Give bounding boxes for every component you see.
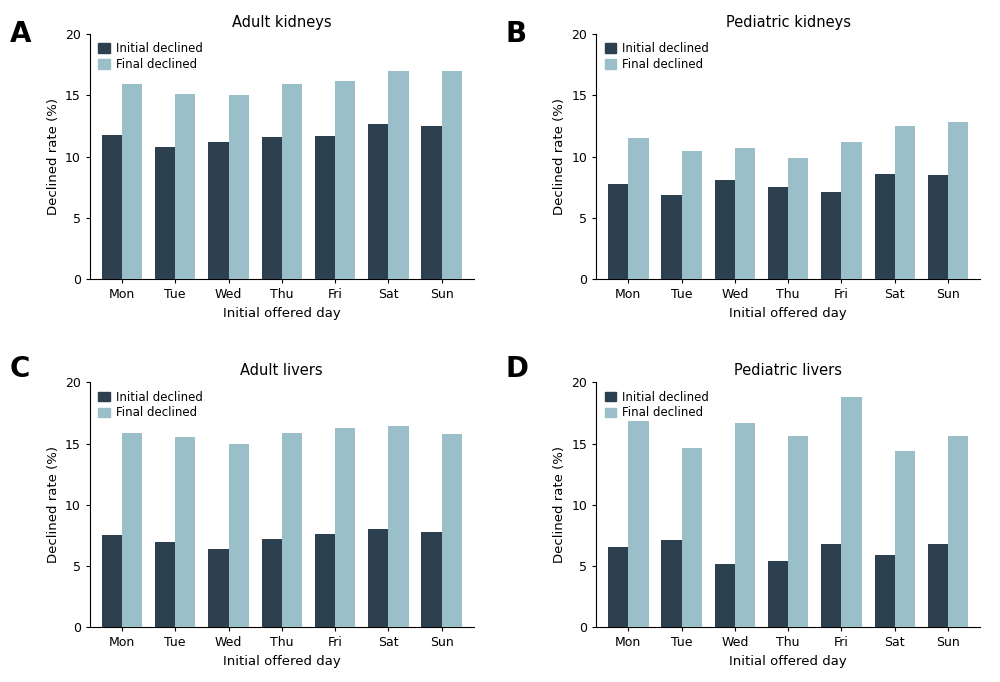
Bar [175,437,195,627]
Legend: Initial declined, Final declined: Initial declined, Final declined [96,388,205,422]
X-axis label: Initial offered day: Initial offered day [729,655,847,668]
Bar [122,432,142,627]
X-axis label: Initial offered day: Initial offered day [223,655,341,668]
X-axis label: Initial offered day: Initial offered day [223,307,341,320]
Bar [928,175,948,280]
Bar [421,532,442,627]
Text: D: D [505,355,528,383]
Bar [768,561,788,627]
Bar [421,126,442,280]
Bar [661,194,682,280]
Bar [229,95,249,280]
Y-axis label: Declined rate (%): Declined rate (%) [553,446,566,563]
Title: Adult livers: Adult livers [240,364,323,379]
Legend: Initial declined, Final declined: Initial declined, Final declined [96,40,205,74]
Bar [628,138,649,280]
Bar [895,451,915,627]
Bar [122,85,142,280]
Title: Adult kidneys: Adult kidneys [232,15,332,30]
Bar [442,71,462,280]
Bar [315,534,335,627]
Bar [155,542,175,627]
Bar [735,148,755,280]
Text: B: B [505,20,526,48]
Bar [841,397,862,627]
Bar [895,126,915,280]
Bar [175,94,195,280]
Bar [388,426,409,627]
Bar [208,549,229,627]
Bar [628,421,649,627]
Bar [262,137,282,280]
Bar [715,564,735,627]
Bar [388,71,409,280]
Legend: Initial declined, Final declined: Initial declined, Final declined [602,388,712,422]
Bar [368,123,388,280]
Bar [821,544,841,627]
Title: Pediatric kidneys: Pediatric kidneys [726,15,851,30]
Bar [315,136,335,280]
Bar [735,423,755,627]
Y-axis label: Declined rate (%): Declined rate (%) [553,98,566,216]
Bar [335,428,355,627]
Bar [875,555,895,627]
Bar [282,85,302,280]
Bar [262,539,282,627]
Bar [335,80,355,280]
Bar [661,540,682,627]
Bar [229,443,249,627]
Text: A: A [10,20,32,48]
Bar [155,147,175,280]
Bar [948,122,968,280]
Bar [102,134,122,280]
Bar [682,151,702,280]
Bar [788,158,808,280]
Bar [368,529,388,627]
X-axis label: Initial offered day: Initial offered day [729,307,847,320]
Bar [102,535,122,627]
Bar [875,174,895,280]
Bar [841,142,862,280]
Bar [928,544,948,627]
Bar [768,188,788,280]
Legend: Initial declined, Final declined: Initial declined, Final declined [602,40,712,74]
Bar [442,434,462,627]
Bar [788,436,808,627]
Bar [282,432,302,627]
Y-axis label: Declined rate (%): Declined rate (%) [47,446,60,563]
Bar [715,180,735,280]
Bar [821,192,841,280]
Title: Pediatric livers: Pediatric livers [734,364,842,379]
Bar [208,142,229,280]
Bar [682,449,702,627]
Text: C: C [10,355,30,383]
Bar [608,183,628,280]
Bar [608,546,628,627]
Y-axis label: Declined rate (%): Declined rate (%) [47,98,60,216]
Bar [948,436,968,627]
